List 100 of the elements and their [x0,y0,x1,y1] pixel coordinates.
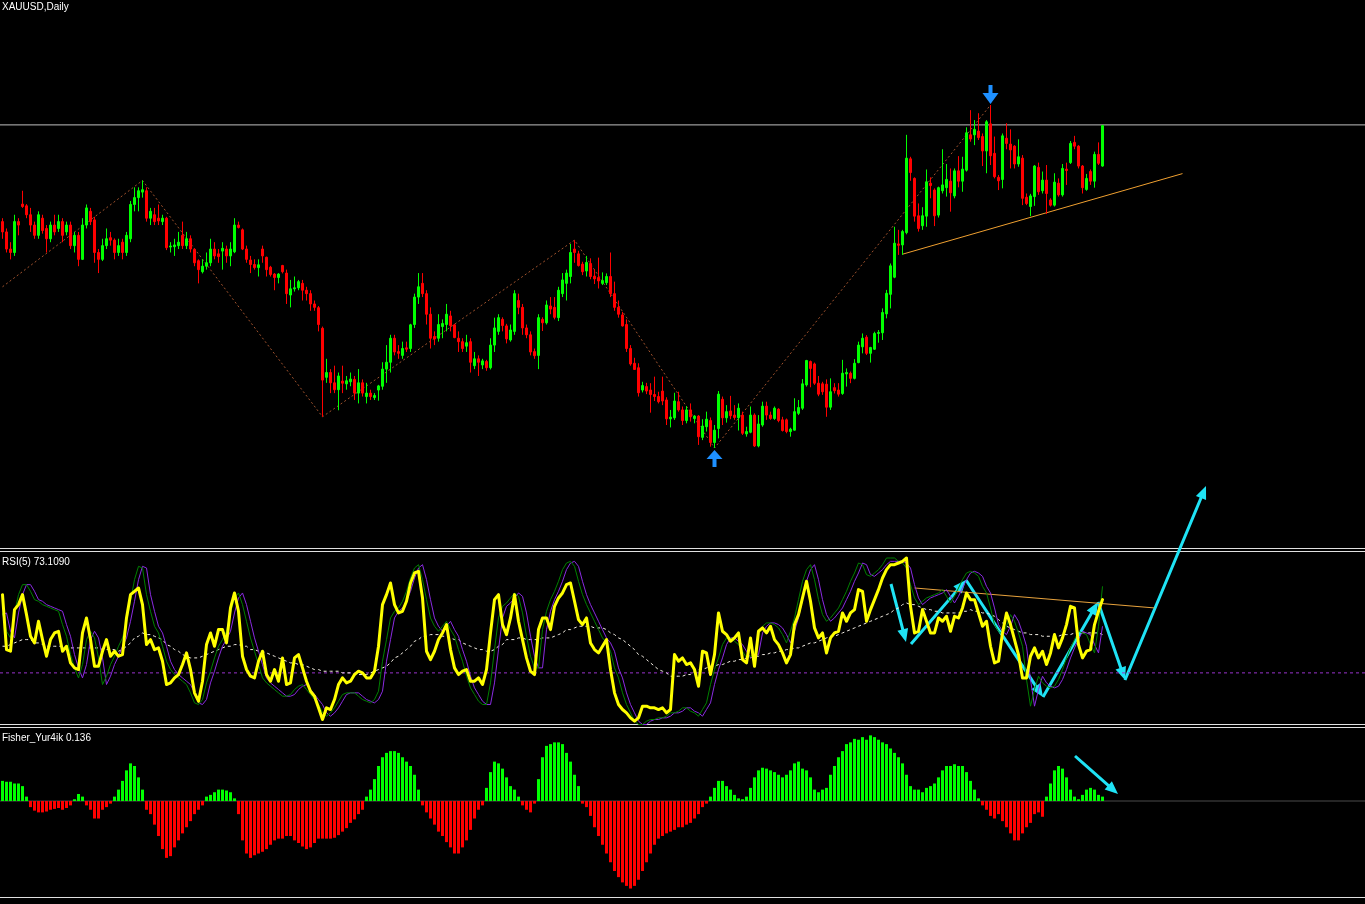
candlestick [1017,138,1020,168]
candlestick [169,241,172,253]
bar [217,789,220,801]
candlestick [325,358,328,384]
bar [617,801,620,878]
bar [669,801,672,832]
bar [633,801,636,886]
bar [621,801,624,883]
bar [93,801,96,819]
candlestick [469,337,472,374]
candlestick [353,375,356,401]
bar [445,801,448,843]
candlestick [685,405,688,424]
bar [1081,794,1084,801]
bar [697,801,700,815]
bar [225,790,228,801]
bar [685,801,688,825]
candlestick [585,255,588,277]
candlestick [833,382,836,394]
candlestick [209,238,212,267]
bar [961,766,964,801]
candlestick [1061,163,1064,198]
bar [989,801,992,816]
candlestick [549,296,552,315]
bar [437,801,440,832]
bar [957,766,960,801]
bar [301,801,304,847]
candlestick [1085,173,1088,192]
bar [629,801,632,889]
candlestick [57,214,60,233]
bar [1053,770,1056,801]
bar [341,801,344,832]
candlestick [13,214,16,257]
candlestick [181,221,184,250]
candlestick [641,381,644,393]
candlestick [749,406,752,434]
bar [305,801,308,850]
bar [897,757,900,801]
candlestick [341,365,344,394]
bar [865,739,868,801]
candlestick [929,176,932,199]
candlestick [849,371,852,384]
candlestick [1097,141,1100,166]
candlestick [957,155,960,188]
bar [981,801,984,806]
bar [665,801,668,834]
candlestick [157,203,160,226]
bar [401,757,404,801]
bar [737,798,740,801]
bar [53,801,56,809]
candlestick [741,411,744,436]
candlestick [145,186,148,223]
bar [1089,787,1092,801]
bar [409,766,412,801]
bar [525,801,528,810]
candlestick [837,382,840,398]
bar [729,789,732,801]
bar [9,781,12,801]
candlestick [149,207,152,226]
candlestick [953,167,956,199]
candlestick [61,217,64,243]
bar [877,739,880,801]
bar [321,801,324,839]
bar [81,796,84,801]
candlestick [969,109,972,143]
candlestick [933,187,936,227]
bar [133,766,136,801]
candlestick [465,334,468,353]
candlestick [277,272,280,284]
bar [269,801,272,845]
candlestick [1057,177,1060,198]
bar [397,752,400,801]
bar [457,801,460,854]
candlestick [973,119,976,146]
bar [481,801,484,806]
candlestick [589,257,592,280]
bar [313,801,316,843]
candlestick [225,245,228,264]
candlestick [333,365,336,394]
candlestick [485,359,488,372]
bar [205,796,208,801]
bar [17,783,20,801]
bar [705,801,708,804]
bar [1,780,4,801]
bar [1029,801,1032,823]
bar [37,801,40,813]
chart-title: Fisher_Yur4ik 0.136 [2,732,92,743]
bar [329,801,332,839]
candlestick [729,395,732,420]
bar [453,801,456,854]
bar [353,801,356,820]
bar [109,801,112,804]
candlestick [369,389,372,401]
bar [769,770,772,801]
candlestick [285,269,288,305]
bar [885,744,888,801]
bar [1097,794,1100,801]
bar [33,801,36,811]
candlestick [161,214,164,226]
bar [357,801,360,815]
